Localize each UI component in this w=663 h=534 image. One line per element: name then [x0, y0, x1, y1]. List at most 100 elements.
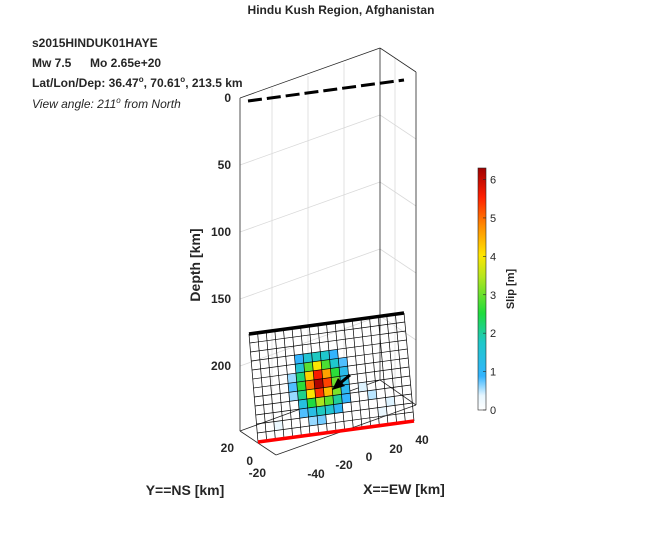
mesh-line [256, 402, 413, 425]
fault-top-edge [248, 311, 405, 336]
view-angle-text: View angle: 211o from North [32, 96, 181, 111]
slip-cell [313, 378, 324, 389]
x-ticks: -40 -20 0 20 40 [307, 433, 429, 481]
slip-cell [330, 367, 340, 378]
slip-cell [287, 373, 297, 384]
colorbar-tick-label: 6 [490, 175, 496, 187]
slip-cell [307, 406, 318, 417]
slip-cell [305, 379, 315, 390]
slip-cell [315, 396, 325, 407]
colorbar [477, 167, 487, 411]
chart-title: Hindu Kush Region, Afghanistan [248, 3, 435, 17]
depth-tick-100: 100 [211, 225, 231, 239]
slip-cell [314, 387, 325, 398]
colorbar-label: Slip [m] [505, 269, 517, 310]
slip-cell [329, 358, 340, 369]
mesh-line [254, 375, 410, 398]
hypocenter-arrow [332, 373, 351, 390]
moment-text: Mo 2.65e+20 [90, 56, 161, 70]
slip-cell [317, 414, 327, 425]
location-text: Lat/Lon/Dep: 36.47o, 70.61o, 213.5 km [32, 75, 243, 90]
slip-cell [367, 389, 377, 400]
x-tick-m20: -20 [335, 458, 353, 472]
slip-cell [306, 397, 317, 408]
slip-cell [313, 369, 323, 380]
slip-cell [322, 377, 333, 388]
slip-cell [320, 350, 330, 361]
mesh-line [251, 339, 407, 362]
depth-ticks: 0 50 100 150 200 [211, 91, 231, 373]
slip-cell [328, 349, 339, 360]
slip-cell [323, 386, 333, 397]
slip-cell [288, 382, 298, 393]
x-tick-20: 20 [389, 442, 403, 456]
y-ticks: 20 0 -20 [221, 441, 267, 480]
slip-cell [273, 420, 284, 431]
slip-cell [324, 395, 334, 406]
slip-cell [332, 394, 343, 405]
slip-cell [295, 363, 305, 374]
slip-cell [303, 361, 314, 372]
slip-cell [385, 396, 396, 407]
slip-cell [312, 360, 322, 371]
colorbar-ticks: 0 1 2 3 4 5 6 [483, 175, 496, 417]
slip-cell [303, 352, 313, 363]
mesh-line [251, 348, 408, 371]
slip-cell [306, 388, 316, 399]
depth-tick-200: 200 [211, 359, 231, 373]
colorbar-tick-label: 2 [490, 328, 496, 340]
axes-box [239, 47, 417, 456]
x-tick-0: 0 [366, 450, 373, 464]
mesh-line [257, 411, 414, 434]
slip-cell [299, 408, 309, 419]
slip-cell [316, 405, 326, 416]
slip-cell [321, 359, 331, 370]
y-tick-0: 0 [246, 454, 253, 468]
slip-cell [295, 372, 306, 383]
fault-top-projection [247, 78, 405, 103]
mesh-line [255, 393, 412, 416]
depth-tick-150: 150 [211, 292, 231, 306]
colorbar-tick-label: 4 [490, 251, 496, 263]
x-axis-label: X==EW [km] [363, 481, 445, 497]
slip-cell [311, 351, 322, 362]
slip-cell [333, 403, 344, 414]
event-id: s2015HINDUK01HAYE [32, 36, 158, 50]
colorbar-tick-label: 0 [490, 405, 496, 417]
grid-lines [239, 58, 417, 421]
slip-cell [304, 370, 314, 381]
y-axis-label: Y==NS [km] [146, 482, 225, 498]
depth-tick-50: 50 [218, 158, 232, 172]
depth-tick-0: 0 [224, 91, 231, 105]
slip-cell [339, 366, 349, 377]
fault-bottom-edge [257, 419, 415, 444]
colorbar-tick-label: 3 [490, 290, 496, 302]
slip-cell [377, 406, 388, 417]
mesh-line [250, 330, 406, 353]
slip-cell [298, 399, 308, 410]
slip-cell [308, 415, 318, 426]
y-tick-m20: -20 [249, 466, 267, 480]
colorbar-tick-label: 5 [490, 213, 496, 225]
slip-cell [294, 354, 304, 365]
depth-axis-label: Depth [km] [187, 228, 203, 301]
colorbar-tick-label: 1 [490, 367, 496, 379]
y-tick-20: 20 [221, 441, 235, 455]
slip-cells [273, 349, 396, 431]
slip-cell [340, 384, 351, 395]
mesh-line [253, 366, 410, 389]
slip-cell [288, 391, 299, 402]
x-tick-40: 40 [415, 433, 429, 447]
mesh-line [254, 384, 411, 407]
slip-cell [357, 381, 368, 392]
slip-cell [297, 390, 307, 401]
slip-cell [341, 393, 351, 404]
slip-cell [338, 357, 348, 368]
slip-cell [296, 381, 307, 392]
magnitude-text: Mw 7.5 [32, 56, 72, 70]
mesh-line [249, 321, 405, 344]
slip-cell [321, 368, 332, 379]
x-tick-m40: -40 [307, 467, 325, 481]
slip-cell [324, 404, 335, 415]
